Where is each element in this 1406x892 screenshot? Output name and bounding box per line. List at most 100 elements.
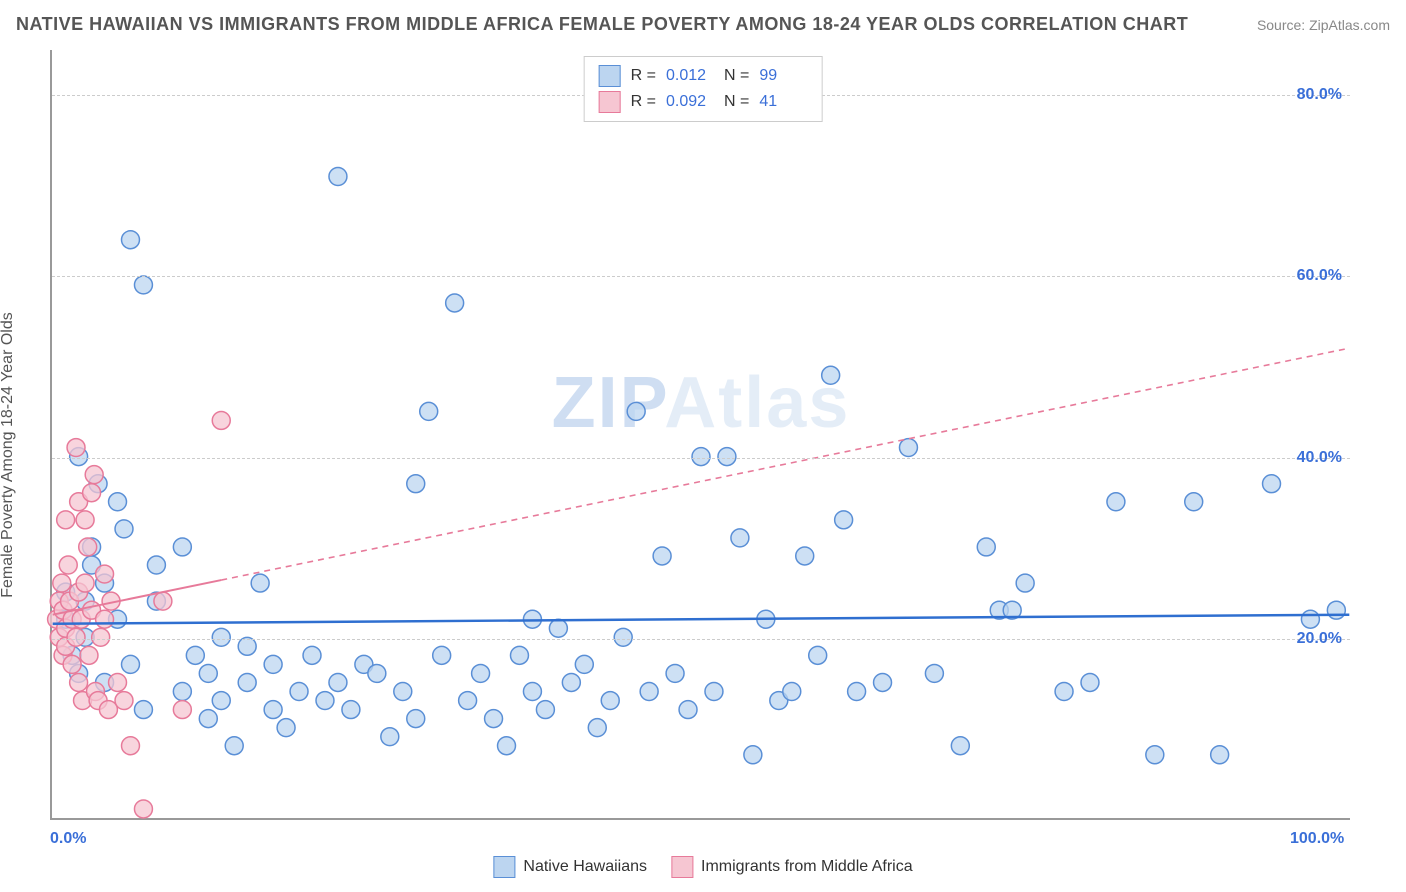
data-point: [134, 276, 152, 294]
data-point: [76, 574, 94, 592]
data-point: [96, 565, 114, 583]
gridline: [52, 639, 1350, 640]
data-point: [147, 556, 165, 574]
data-point: [85, 466, 103, 484]
data-point: [53, 574, 71, 592]
data-point: [115, 692, 133, 710]
y-tick-label: 80.0%: [1297, 86, 1342, 104]
data-point: [212, 692, 230, 710]
legend-label: Immigrants from Middle Africa: [701, 858, 913, 876]
y-tick-label: 40.0%: [1297, 449, 1342, 467]
data-point: [238, 637, 256, 655]
bottom-legend: Native Hawaiians Immigrants from Middle A…: [493, 856, 912, 878]
data-point: [1185, 493, 1203, 511]
data-point: [899, 439, 917, 457]
data-point: [627, 402, 645, 420]
data-point: [420, 402, 438, 420]
plot-area: ZIPAtlas 20.0%40.0%60.0%80.0%: [50, 50, 1350, 820]
plot-svg: [52, 50, 1350, 818]
data-point: [92, 628, 110, 646]
legend-swatch: [599, 91, 621, 113]
data-point: [80, 646, 98, 664]
data-point: [264, 701, 282, 719]
data-point: [316, 692, 334, 710]
data-point: [666, 664, 684, 682]
data-point: [835, 511, 853, 529]
data-point: [1211, 746, 1229, 764]
data-point: [212, 411, 230, 429]
data-point: [614, 628, 632, 646]
legend-swatch: [671, 856, 693, 878]
trend-line-extrapolated: [221, 348, 1349, 580]
data-point: [115, 520, 133, 538]
data-point: [277, 719, 295, 737]
data-point: [874, 673, 892, 691]
data-point: [459, 692, 477, 710]
data-point: [446, 294, 464, 312]
data-point: [329, 168, 347, 186]
legend-label: Native Hawaiians: [523, 858, 647, 876]
stats-row: R =0.012N =99: [599, 63, 808, 89]
data-point: [109, 673, 127, 691]
data-point: [485, 710, 503, 728]
data-point: [59, 556, 77, 574]
x-tick-left: 0.0%: [50, 830, 86, 848]
gridline: [52, 458, 1350, 459]
data-point: [796, 547, 814, 565]
data-point: [173, 701, 191, 719]
data-point: [225, 737, 243, 755]
data-point: [679, 701, 697, 719]
data-point: [79, 538, 97, 556]
data-point: [122, 655, 140, 673]
source-label: Source: ZipAtlas.com: [1257, 17, 1390, 33]
stats-row: R =0.092N =41: [599, 89, 808, 115]
data-point: [199, 664, 217, 682]
legend-swatch: [493, 856, 515, 878]
chart-title: NATIVE HAWAIIAN VS IMMIGRANTS FROM MIDDL…: [16, 14, 1188, 35]
chart-container: NATIVE HAWAIIAN VS IMMIGRANTS FROM MIDDL…: [0, 0, 1406, 892]
data-point: [848, 683, 866, 701]
data-point: [1081, 673, 1099, 691]
data-point: [1016, 574, 1034, 592]
data-point: [601, 692, 619, 710]
data-point: [407, 475, 425, 493]
data-point: [173, 683, 191, 701]
data-point: [951, 737, 969, 755]
data-point: [1327, 601, 1345, 619]
data-point: [653, 547, 671, 565]
data-point: [290, 683, 308, 701]
data-point: [83, 484, 101, 502]
stats-box: R =0.012N =99R =0.092N =41: [584, 56, 823, 122]
data-point: [342, 701, 360, 719]
y-axis-label: Female Poverty Among 18-24 Year Olds: [0, 312, 17, 598]
data-point: [1263, 475, 1281, 493]
data-point: [381, 728, 399, 746]
data-point: [510, 646, 528, 664]
data-point: [718, 448, 736, 466]
y-tick-label: 60.0%: [1297, 267, 1342, 285]
data-point: [498, 737, 516, 755]
data-point: [70, 673, 88, 691]
data-point: [122, 231, 140, 249]
data-point: [575, 655, 593, 673]
data-point: [122, 737, 140, 755]
stat-r-value: 0.012: [666, 67, 714, 85]
data-point: [368, 664, 386, 682]
data-point: [536, 701, 554, 719]
data-point: [251, 574, 269, 592]
data-point: [134, 701, 152, 719]
data-point: [238, 673, 256, 691]
gridline: [52, 276, 1350, 277]
data-point: [96, 610, 114, 628]
title-bar: NATIVE HAWAIIAN VS IMMIGRANTS FROM MIDDL…: [16, 14, 1390, 35]
data-point: [692, 448, 710, 466]
data-point: [809, 646, 827, 664]
data-point: [705, 683, 723, 701]
data-point: [199, 710, 217, 728]
data-point: [407, 710, 425, 728]
data-point: [1107, 493, 1125, 511]
stat-n-label: N =: [724, 67, 749, 85]
data-point: [640, 683, 658, 701]
stat-r-value: 0.092: [666, 93, 714, 111]
y-tick-label: 20.0%: [1297, 630, 1342, 648]
